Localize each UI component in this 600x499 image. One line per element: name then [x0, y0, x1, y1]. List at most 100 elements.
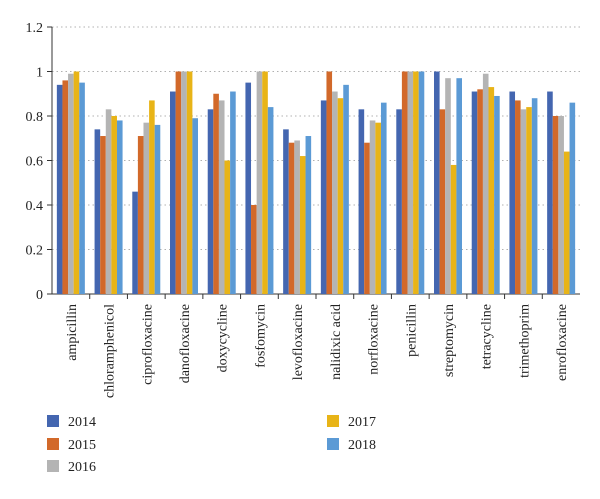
- bar-2017-levofloxacine: [299, 156, 306, 294]
- category-label: danofloxacine: [178, 304, 193, 383]
- bar-2015-doxycycline: [213, 93, 219, 294]
- axes: [47, 26, 580, 299]
- category-label: nalidixic acid: [329, 304, 344, 380]
- bar-2015-tetracycline: [477, 89, 483, 294]
- bar-2018-fosfomycin: [267, 107, 274, 294]
- y-tick-label: 0.4: [26, 199, 44, 214]
- bar-2016-norfloxacine: [369, 120, 376, 294]
- bar-2017-tetracycline: [488, 87, 495, 294]
- category-labels: ampicillin chloramphenicol ciprofloxacine d…: [65, 304, 570, 398]
- bar-2014-levofloxacine: [283, 129, 289, 294]
- bar-2017-doxycycline: [224, 160, 231, 294]
- bar-2015-ampicillin: [62, 80, 69, 295]
- bar-2016-trimethoprim: [520, 109, 527, 294]
- bar-2015-danofloxacine: [175, 71, 182, 294]
- y-tick-label: 1: [36, 66, 43, 81]
- legend-swatch-2016: [47, 460, 59, 472]
- bar-2018-chloramphenicol: [116, 120, 123, 294]
- legend-swatch-2018: [327, 438, 339, 450]
- y-tick-label: 0.2: [26, 244, 44, 259]
- y-tick-label: 1.2: [26, 21, 44, 36]
- bar-2014-danofloxacine: [170, 91, 176, 295]
- bar-2014-enrofloxacine: [547, 91, 553, 295]
- bar-2014-nalidixic-acid: [320, 100, 327, 294]
- legend-swatch-2014: [47, 415, 59, 427]
- bar-2017-ampicillin: [73, 71, 80, 294]
- bar-2018-trimethoprim: [531, 98, 538, 294]
- bar-2015-norfloxacine: [364, 142, 370, 294]
- bar-2014-streptomycin: [434, 71, 440, 294]
- bar-2014-tetracycline: [471, 91, 478, 295]
- bar-2018-enrofloxacine: [569, 102, 576, 295]
- bar-2015-nalidixic-acid: [326, 71, 333, 294]
- bar-2014-penicillin: [396, 109, 402, 294]
- bar-2017-fosfomycin: [262, 71, 268, 294]
- bar-2014-ampicillin: [56, 84, 63, 294]
- bar-2018-ampicillin: [79, 82, 85, 294]
- category-label: penicillin: [404, 304, 419, 357]
- bar-2016-enrofloxacine: [558, 116, 564, 294]
- bar-2018-streptomycin: [456, 78, 462, 294]
- bar-2015-ciprofloxacine: [137, 136, 144, 294]
- bar-2017-danofloxacine: [186, 71, 193, 294]
- legend-label-2016: 2016: [68, 460, 96, 475]
- bar-2016-fosfomycin: [256, 71, 263, 294]
- bar-2016-danofloxacine: [181, 71, 187, 294]
- bar-2017-trimethoprim: [526, 107, 532, 294]
- bar-2018-doxycycline: [230, 91, 236, 295]
- category-label: norfloxacine: [367, 304, 382, 375]
- bar-2018-nalidixic-acid: [343, 84, 349, 294]
- legend-swatch-2017: [327, 415, 339, 427]
- bar-2017-norfloxacine: [375, 122, 381, 294]
- category-label: fosfomycin: [253, 304, 268, 368]
- y-axis-ticks: 0 0.2 0.4 0.6 0.8 1 1.2: [26, 21, 44, 303]
- bar-2016-doxycycline: [218, 100, 225, 294]
- bar-2014-norfloxacine: [358, 109, 365, 294]
- y-tick-label: 0.6: [26, 155, 44, 170]
- bar-2015-streptomycin: [439, 109, 446, 294]
- bar-2016-tetracycline: [482, 73, 489, 294]
- category-label: enrofloxacine: [555, 304, 570, 381]
- legend: 2014 2015 2016 2017 2018: [47, 415, 376, 475]
- category-label: ciprofloxacine: [140, 304, 155, 385]
- bar-2015-levofloxacine: [288, 142, 295, 294]
- legend-swatch-2015: [47, 438, 59, 450]
- bar-2017-chloramphenicol: [111, 116, 117, 294]
- bar-2014-trimethoprim: [509, 91, 516, 295]
- bar-2016-ciprofloxacine: [143, 122, 150, 294]
- category-label: streptomycin: [442, 304, 457, 377]
- bar-2014-doxycycline: [207, 109, 214, 294]
- bar-2015-trimethoprim: [515, 100, 521, 294]
- bar-2014-ciprofloxacine: [132, 191, 138, 294]
- bar-2016-chloramphenicol: [105, 109, 112, 294]
- bar-2017-penicillin: [413, 71, 419, 294]
- bars: [56, 71, 576, 295]
- legend-label-2014: 2014: [68, 415, 96, 430]
- bar-2017-enrofloxacine: [563, 151, 570, 294]
- bar-2018-norfloxacine: [380, 102, 387, 295]
- bar-2016-nalidixic-acid: [332, 91, 338, 295]
- legend-label-2017: 2017: [348, 415, 376, 430]
- category-label: doxycycline: [216, 304, 231, 372]
- bar-2014-fosfomycin: [245, 82, 252, 294]
- bar-2014-chloramphenicol: [94, 129, 101, 294]
- bar-2018-levofloxacine: [305, 136, 312, 294]
- bar-2016-levofloxacine: [294, 140, 300, 294]
- bar-2016-streptomycin: [445, 78, 451, 294]
- y-tick-label: 0: [36, 288, 43, 303]
- bar-2015-chloramphenicol: [100, 136, 106, 294]
- bar-2017-streptomycin: [450, 164, 457, 294]
- bar-2018-penicillin: [418, 71, 425, 294]
- bar-2016-ampicillin: [68, 73, 74, 294]
- bar-2018-ciprofloxacine: [154, 124, 161, 295]
- bar-2016-penicillin: [407, 71, 414, 294]
- gridlines: [52, 26, 580, 250]
- bar-2017-nalidixic-acid: [337, 98, 344, 294]
- category-label: tetracycline: [480, 304, 495, 369]
- bar-2017-ciprofloxacine: [149, 100, 155, 294]
- bar-2015-enrofloxacine: [552, 116, 559, 294]
- bar-2015-penicillin: [401, 71, 408, 294]
- bar-2018-danofloxacine: [192, 118, 198, 294]
